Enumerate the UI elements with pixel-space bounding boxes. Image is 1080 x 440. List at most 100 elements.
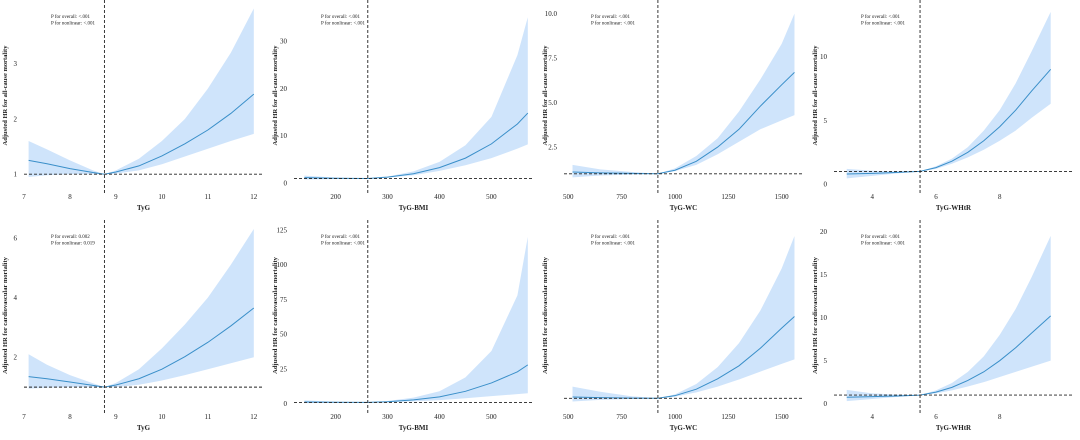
panel-tyg-bmi-all-cause: 200 300 400 500 0 10 20 30 TyG-BMI Adjusted HR fo… — [272, 0, 533, 212]
hr-curve — [846, 69, 1052, 175]
ci-band — [572, 13, 795, 178]
x-tick-label: 8 — [68, 413, 72, 421]
y-axis-label: Adjusted HR for cardiovascular mortality — [542, 256, 549, 373]
y-tick-label: 20 — [820, 228, 828, 236]
p-overall-annotation: P for overall: <.001 — [591, 235, 631, 240]
y-tick-label: 75 — [280, 296, 288, 304]
y-tick-label: 3 — [14, 60, 18, 68]
x-tick-label: 4 — [870, 413, 874, 421]
y-tick-label: 100 — [277, 261, 288, 269]
x-tick-label: 200 — [330, 193, 341, 201]
p-overall-annotation: P for overall: <.001 — [591, 15, 631, 20]
panel-tyg-whtr-all-cause: 4 6 8 0 5 10 TyG-WHtR Adjusted HR for all-cause… — [812, 0, 1073, 212]
p-nonlinear-annotation: P for nonlinear: <.001 — [51, 22, 96, 27]
x-tick-label: 4 — [870, 193, 874, 201]
x-tick-label: 10 — [158, 193, 166, 201]
x-tick-label: 1250 — [721, 193, 736, 201]
y-axis-label: Adjusted HR for all-cause mortality — [2, 45, 9, 146]
p-overall-annotation: P for overall: <.001 — [321, 15, 361, 20]
y-tick-label: 0 — [824, 400, 828, 408]
x-tick-label: 200 — [330, 413, 341, 421]
x-axis-label: TyG-WC — [670, 204, 697, 212]
x-tick-label: 400 — [434, 413, 445, 421]
y-tick-label: 30 — [280, 37, 288, 45]
x-tick-label: 1000 — [668, 193, 683, 201]
y-tick-label: 125 — [277, 226, 288, 234]
y-tick-label: 1 — [14, 171, 18, 179]
p-nonlinear-annotation: P for nonlinear: <.001 — [591, 22, 636, 27]
p-nonlinear-annotation: P for nonlinear: 0.019 — [51, 242, 95, 247]
ci-band — [28, 8, 254, 177]
x-tick-label: 300 — [382, 413, 393, 421]
x-tick-label: 8 — [68, 193, 72, 201]
p-nonlinear-annotation: P for nonlinear: <.001 — [861, 242, 906, 247]
x-axis-label: TyG-WHtR — [936, 424, 972, 432]
p-nonlinear-annotation: P for nonlinear: <.001 — [861, 22, 906, 27]
p-overall-annotation: P for overall: <.001 — [51, 15, 91, 20]
x-tick-label: 500 — [563, 193, 574, 201]
x-axis-label: TyG — [137, 204, 151, 212]
ci-band — [28, 228, 254, 389]
hr-curve — [28, 307, 255, 388]
y-tick-label: 5 — [824, 117, 828, 125]
x-tick-label: 500 — [486, 413, 497, 421]
p-nonlinear-annotation: P for nonlinear: <.001 — [321, 22, 366, 27]
y-tick-label: 20 — [280, 85, 288, 93]
x-axis-label: TyG-BMI — [399, 204, 429, 212]
x-tick-label: 750 — [616, 193, 627, 201]
y-axis-label: Adjusted HR for cardiovascular mortality — [272, 256, 279, 373]
x-tick-label: 1500 — [775, 193, 790, 201]
ci-band — [572, 235, 795, 402]
x-tick-label: 500 — [486, 193, 497, 201]
x-tick-label: 300 — [382, 193, 393, 201]
y-tick-label: 10 — [820, 53, 828, 61]
hr-curve — [28, 93, 255, 175]
y-tick-label: 7.5 — [548, 55, 557, 63]
x-axis-label: TyG — [137, 424, 151, 432]
x-tick-label: 9 — [114, 413, 118, 421]
y-axis-label: Adjusted HR for all-cause mortality — [542, 45, 549, 146]
ci-band — [304, 17, 528, 180]
x-tick-label: 9 — [114, 193, 118, 201]
panel-tyg-wc-cardiovascular: 500 750 1000 1250 1500 TyG-WC Adjusted HR for … — [542, 220, 803, 432]
y-tick-label: 0 — [284, 400, 288, 408]
x-tick-label: 10 — [158, 413, 166, 421]
ci-band — [304, 236, 528, 404]
y-tick-label: 0 — [824, 181, 828, 189]
x-tick-label: 400 — [434, 193, 445, 201]
y-axis-label: Adjusted HR for all-cause mortality — [272, 45, 279, 146]
y-axis-label: Adjusted HR for cardiovascular mortality — [812, 256, 819, 373]
y-axis-label: Adjusted HR for cardiovascular mortality — [2, 256, 9, 373]
panel-tyg-whtr-cardiovascular: 4 6 8 0 5 10 15 20 TyG-WHtR Adjusted HR for cardi… — [812, 220, 1073, 432]
y-tick-label: 4 — [14, 294, 18, 302]
p-overall-annotation: P for overall: <.001 — [861, 15, 901, 20]
p-nonlinear-annotation: P for nonlinear: <.001 — [321, 242, 366, 247]
y-tick-label: 25 — [280, 365, 288, 373]
panel-tyg-wc-all-cause: 500 750 1000 1250 1500 2.5 5.0 7.5 10.0 TyG-WC Adj… — [542, 0, 803, 212]
p-nonlinear-annotation: P for nonlinear: <.001 — [591, 242, 636, 247]
hr-curve — [846, 315, 1052, 398]
x-axis-label: TyG-WHtR — [936, 204, 972, 212]
x-tick-label: 8 — [998, 413, 1002, 421]
hr-curve — [572, 72, 795, 175]
ci-band — [846, 11, 1051, 179]
x-tick-label: 11 — [204, 413, 211, 421]
x-tick-label: 8 — [998, 193, 1002, 201]
y-tick-label: 2 — [14, 115, 18, 123]
x-axis-label: TyG-BMI — [399, 424, 429, 432]
x-tick-label: 6 — [934, 193, 938, 201]
x-axis-label: TyG-WC — [670, 424, 697, 432]
y-tick-label: 10 — [280, 132, 288, 140]
y-tick-label: 10 — [820, 314, 828, 322]
x-tick-label: 500 — [563, 413, 574, 421]
x-tick-label: 12 — [250, 413, 258, 421]
x-tick-label: 12 — [250, 193, 258, 201]
p-overall-annotation: P for overall: <.001 — [861, 235, 901, 240]
x-tick-label: 7 — [22, 413, 26, 421]
y-tick-label: 50 — [280, 331, 288, 339]
y-tick-label: 2 — [14, 354, 18, 362]
y-tick-label: 5.0 — [548, 99, 557, 107]
p-overall-annotation: P for overall: 0.002 — [51, 235, 90, 240]
y-tick-label: 0 — [284, 180, 288, 188]
